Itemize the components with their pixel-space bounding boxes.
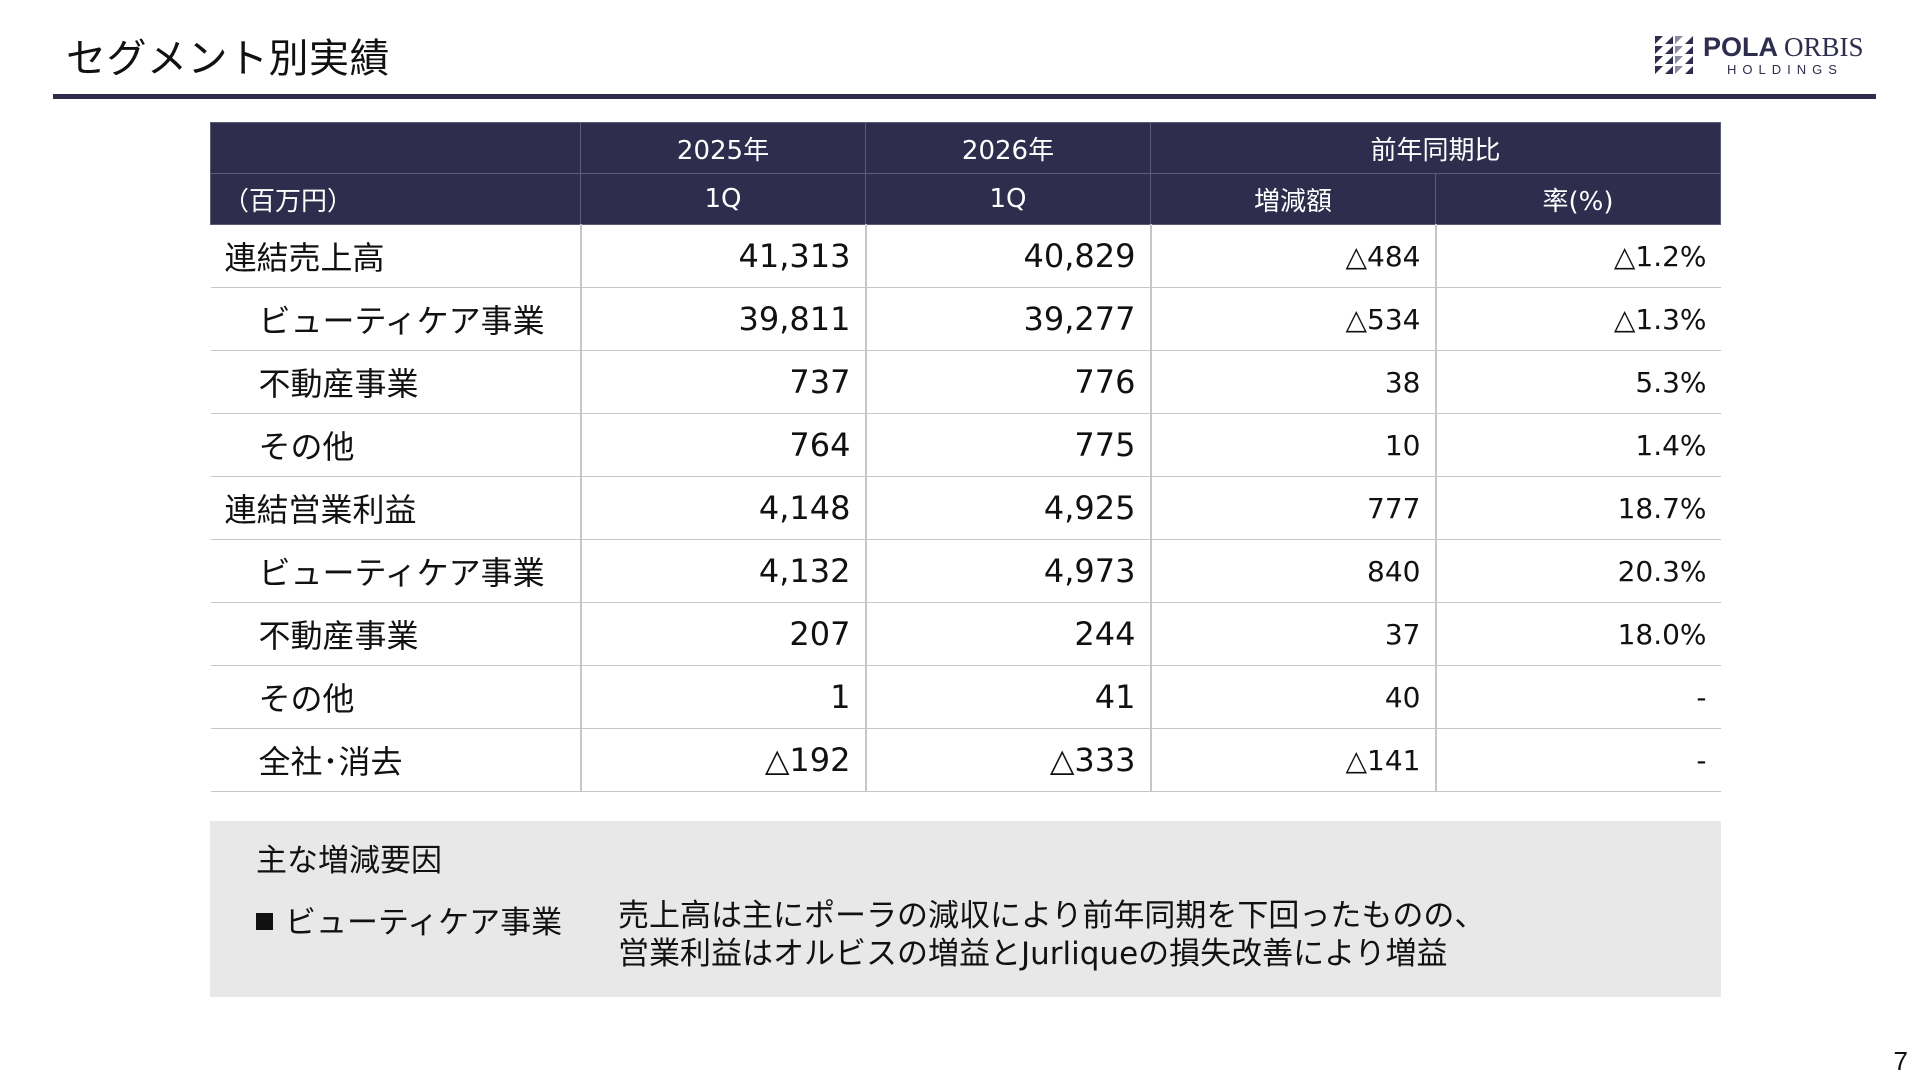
cell-rate: - [1434, 665, 1721, 729]
row-label: 全社･消去 [210, 728, 581, 792]
header-diff: 増減額 [1150, 173, 1436, 225]
header-quarter-2025: 1Q [580, 173, 866, 225]
table-row: 連結売上高 41,313 40,829 △484 △1.2% [210, 224, 1721, 288]
table-row: ビューティケア事業 39,811 39,277 △534 △1.3% [210, 287, 1721, 351]
row-label: 連結営業利益 [210, 476, 581, 540]
cell-2025: 764 [579, 413, 866, 477]
cell-diff: 840 [1149, 539, 1436, 603]
cell-2026: 4,925 [864, 476, 1151, 540]
cell-2025: 1 [579, 665, 866, 729]
company-logo: POLA ORBIS HOLDINGS [1655, 32, 1865, 80]
cell-rate: 18.7% [1434, 476, 1721, 540]
cell-2026: 775 [864, 413, 1151, 477]
table-row: ビューティケア事業 4,132 4,973 840 20.3% [210, 539, 1721, 603]
logo-mark-icon [1655, 36, 1695, 76]
factor-description-line: 売上高は主にポーラの減収により前年同期を下回ったものの、 [618, 898, 1486, 934]
cell-2025: 39,811 [579, 287, 866, 351]
factor-description: 売上高は主にポーラの減収により前年同期を下回ったものの、 営業利益はオルビスの増… [618, 897, 1485, 973]
cell-2025: △192 [579, 728, 866, 792]
cell-2026: 39,277 [864, 287, 1151, 351]
row-label: その他 [210, 665, 581, 729]
segment-results-table: 2025年 2026年 前年同期比 （百万円） 1Q 1Q 増減額 率(%) 連… [210, 122, 1722, 792]
factor-description-line: 営業利益はオルビスの増益とJurliqueの損失改善により増益 [618, 936, 1448, 972]
logo-subtitle: HOLDINGS [1727, 62, 1843, 77]
factor-segment-name: ビューティケア事業 [285, 905, 563, 941]
header-quarter-2026: 1Q [865, 173, 1151, 225]
cell-2026: 244 [864, 602, 1151, 666]
cell-diff: △141 [1149, 728, 1436, 792]
factors-heading: 主な増減要因 [256, 843, 442, 879]
cell-2025: 4,132 [579, 539, 866, 603]
cell-diff: 40 [1149, 665, 1436, 729]
cell-2026: 776 [864, 350, 1151, 414]
page-number: 7 [1893, 1046, 1908, 1076]
row-label: 連結売上高 [210, 224, 581, 288]
cell-rate: △1.2% [1434, 224, 1721, 288]
page-title: セグメント別実績 [66, 36, 390, 82]
cell-rate: △1.3% [1434, 287, 1721, 351]
cell-diff: 777 [1149, 476, 1436, 540]
row-label: その他 [210, 413, 581, 477]
cell-rate: 18.0% [1434, 602, 1721, 666]
header-rate: 率(%) [1434, 173, 1722, 225]
header-yoy: 前年同期比 [1149, 122, 1722, 174]
header-corner [210, 122, 581, 174]
cell-rate: 1.4% [1434, 413, 1721, 477]
cell-rate: 5.3% [1434, 350, 1721, 414]
table-header-row-bottom: （百万円） 1Q 1Q 増減額 率(%) [210, 173, 1722, 225]
cell-2025: 737 [579, 350, 866, 414]
table-row: 不動産事業 737 776 38 5.3% [210, 350, 1721, 414]
cell-diff: 37 [1149, 602, 1436, 666]
row-label: 不動産事業 [210, 602, 581, 666]
cell-2026: △333 [864, 728, 1151, 792]
cell-diff: △484 [1149, 224, 1436, 288]
logo-wordmark: POLA ORBIS [1703, 32, 1864, 62]
row-label: 不動産事業 [210, 350, 581, 414]
table-row: 不動産事業 207 244 37 18.0% [210, 602, 1721, 666]
cell-2026: 41 [864, 665, 1151, 729]
cell-diff: 10 [1149, 413, 1436, 477]
table-row: 連結営業利益 4,148 4,925 777 18.7% [210, 476, 1721, 540]
cell-2026: 40,829 [864, 224, 1151, 288]
factor-item-label: ビューティケア事業 [256, 897, 562, 942]
header-year-2025: 2025年 [580, 122, 866, 174]
cell-2025: 4,148 [579, 476, 866, 540]
table-header-row-top: 2025年 2026年 前年同期比 [210, 122, 1722, 174]
cell-rate: - [1434, 728, 1721, 792]
cell-diff: △534 [1149, 287, 1436, 351]
row-label: ビューティケア事業 [210, 287, 581, 351]
cell-2026: 4,973 [864, 539, 1151, 603]
cell-2025: 41,313 [579, 224, 866, 288]
table-row: その他 1 41 40 - [210, 665, 1721, 729]
cell-rate: 20.3% [1434, 539, 1721, 603]
table-row: その他 764 775 10 1.4% [210, 413, 1721, 477]
title-divider [53, 94, 1876, 99]
change-factors-panel: 主な増減要因 ビューティケア事業 売上高は主にポーラの減収により前年同期を下回っ… [210, 821, 1721, 997]
table-row: 全社･消去 △192 △333 △141 - [210, 728, 1721, 792]
header-year-2026: 2026年 [865, 122, 1151, 174]
header-unit: （百万円） [210, 173, 581, 225]
cell-2025: 207 [579, 602, 866, 666]
row-label: ビューティケア事業 [210, 539, 581, 603]
cell-diff: 38 [1149, 350, 1436, 414]
square-bullet-icon [256, 913, 273, 930]
